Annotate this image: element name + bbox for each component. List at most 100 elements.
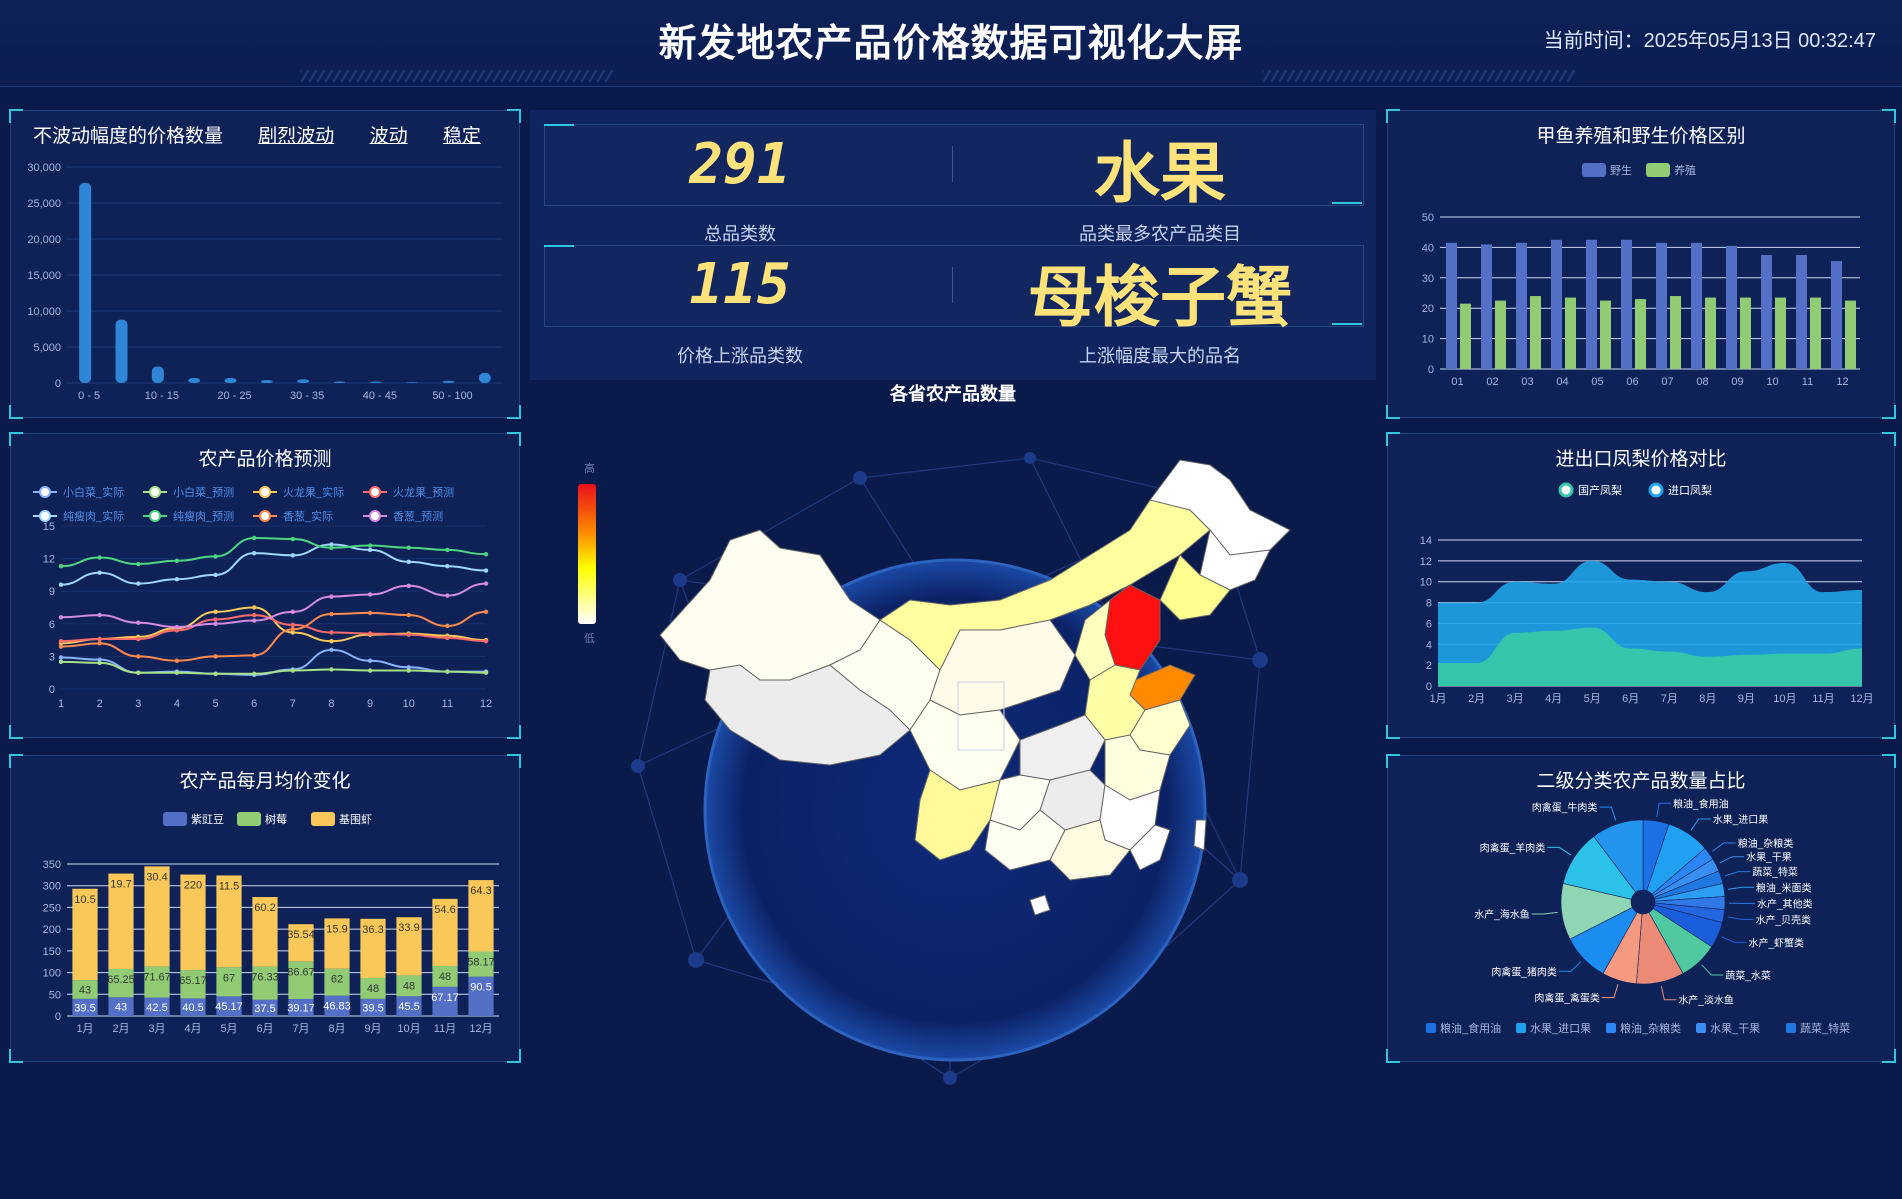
header-stripe xyxy=(427,70,438,82)
fc-xtick: 6 xyxy=(251,698,257,710)
mo-bar-树莓 xyxy=(180,970,206,999)
mo-data-label: 67.17 xyxy=(431,992,459,1004)
tu-xtick: 09 xyxy=(1731,376,1743,388)
header-stripe xyxy=(1421,70,1432,82)
header-stripe xyxy=(483,70,494,82)
fc-point xyxy=(174,628,180,633)
header-stripe xyxy=(1533,70,1544,82)
mo-bar-基围虾 xyxy=(216,875,242,968)
vol-xtick: 10 - 15 xyxy=(145,390,179,402)
mo-bar-树莓 xyxy=(108,968,134,998)
fc-legend-label: 火龙果_实际 xyxy=(283,485,344,499)
fc-point xyxy=(329,594,334,599)
fc-ytick: 15 xyxy=(43,521,55,533)
kpi-total-count: 291 xyxy=(689,132,791,197)
pa-xtick: 3月 xyxy=(1507,693,1524,705)
mo-data-label: 71.67 xyxy=(143,971,171,983)
fc-point xyxy=(445,593,450,598)
subcategory-title: 二级分类农产品数量占比 xyxy=(1536,771,1746,792)
mo-bar-基围虾 xyxy=(468,880,494,952)
fc-xtick: 5 xyxy=(212,698,218,710)
pie-legend-label: 水果_进口果 xyxy=(1530,1022,1591,1035)
fc-legend-dot xyxy=(369,486,381,498)
mo-bar-紫豇豆 xyxy=(216,996,242,1016)
header-stripe xyxy=(1525,70,1536,82)
tab-stable[interactable]: 稳定 xyxy=(442,126,481,147)
pie-label: 蔬菜_特菜 xyxy=(1752,867,1798,879)
tu-ytick: 50 xyxy=(1422,212,1434,224)
header-stripe xyxy=(507,70,518,82)
mo-bar-紫豇豆 xyxy=(288,998,314,1016)
mo-xtick: 9月 xyxy=(364,1023,381,1035)
tu-xtick: 01 xyxy=(1451,376,1463,388)
mo-legend-swatch xyxy=(163,812,187,826)
fc-point xyxy=(329,611,334,617)
pa-xtick: 9月 xyxy=(1738,693,1755,705)
vol-bar-15 - 20 xyxy=(188,377,201,383)
mo-bar-树莓 xyxy=(324,968,350,996)
header-stripe xyxy=(331,70,342,82)
tu-bar-养殖 xyxy=(1810,297,1821,369)
mo-bar-紫豇豆 xyxy=(324,995,350,1016)
volatility-header: 不波动幅度的价格数量 剧烈波动 波动 稳定 xyxy=(33,121,511,148)
pie-legend-label: 粮油_杂粮类 xyxy=(1620,1021,1681,1035)
header-stripe xyxy=(395,70,406,82)
mo-bar-树莓 xyxy=(360,978,386,999)
volatility-title: 不波动幅度的价格数量 xyxy=(33,126,224,147)
pa-xtick: 7月 xyxy=(1661,693,1678,705)
fc-xtick: 3 xyxy=(135,698,141,710)
kpi-rise-label: 价格上涨品类数 xyxy=(677,346,803,366)
header-stripe xyxy=(1541,70,1552,82)
fc-point xyxy=(483,638,489,644)
fc-point xyxy=(290,553,296,558)
fc-point xyxy=(406,583,411,588)
pa-legend-label: 进口凤梨 xyxy=(1668,483,1712,497)
tab-moderate[interactable]: 波动 xyxy=(369,126,408,147)
fc-point xyxy=(251,671,257,676)
vol-xtick: 30 - 35 xyxy=(290,390,324,402)
pineapple-title: 进出口凤梨价格对比 xyxy=(1555,449,1727,470)
mo-data-label: 30.4 xyxy=(146,871,167,883)
header-stripe xyxy=(579,70,590,82)
mo-xtick: 7月 xyxy=(292,1023,309,1035)
fc-line-香葱_实际 xyxy=(60,610,487,662)
header-stripe xyxy=(355,70,366,82)
fc-point xyxy=(406,559,411,565)
pie-label: 肉禽蛋_羊肉类 xyxy=(1480,841,1546,854)
pie-label: 蔬菜_水菜 xyxy=(1725,970,1771,982)
tu-xtick: 02 xyxy=(1486,376,1498,388)
fc-point xyxy=(290,609,296,615)
mo-bar-基围虾 xyxy=(252,896,278,967)
monthly-chart: 紫豇豆 树莓 基围虾 0 50 100 150 200 250 300 350 39.5 43 10.5 1… xyxy=(43,812,499,1035)
header-stripe xyxy=(1389,70,1400,82)
fc-legend-label: 火龙果_预测 xyxy=(393,486,454,499)
header-stripe xyxy=(435,70,446,82)
pa-xtick: 8月 xyxy=(1699,693,1716,705)
fc-point xyxy=(367,543,373,548)
fc-point xyxy=(251,612,257,618)
pie-leader-line xyxy=(1547,846,1572,856)
tu-bar-养殖 xyxy=(1635,299,1646,369)
header-stripe xyxy=(1357,70,1368,82)
header-stripe xyxy=(1469,70,1480,82)
tu-xtick: 03 xyxy=(1521,376,1533,388)
fc-point xyxy=(445,564,450,569)
pineapple-chart: 国产凤梨 进口凤梨 0 2 4 6 8 10 12 14 1月 2月 3月 4月 5月 6月 7月 8月 9月 10月… xyxy=(1420,482,1874,705)
fc-point xyxy=(367,610,373,616)
fc-point xyxy=(290,668,296,673)
fc-point xyxy=(406,612,411,618)
fc-point xyxy=(58,615,64,620)
kpi-top-rise-name: 母梭子蟹 xyxy=(1028,260,1292,334)
fc-legend-label: 纯瘦肉_预测 xyxy=(173,509,234,523)
pie-legend-label: 水果_干果 xyxy=(1710,1022,1760,1035)
header-stripe xyxy=(523,70,534,82)
tab-severe[interactable]: 剧烈波动 xyxy=(258,126,335,147)
fc-point xyxy=(445,669,450,674)
fc-point xyxy=(136,581,141,586)
kpi-total-label: 总品类数 xyxy=(704,224,776,244)
pie-leader-line xyxy=(1531,911,1558,915)
header-stripe xyxy=(1461,70,1472,82)
kpi-area: 291 总品类数 水果 品类最多农产品类目 115 价格上涨品类数 母梭子蟹 上… xyxy=(530,110,1376,380)
pa-ytick: 2 xyxy=(1426,660,1432,672)
